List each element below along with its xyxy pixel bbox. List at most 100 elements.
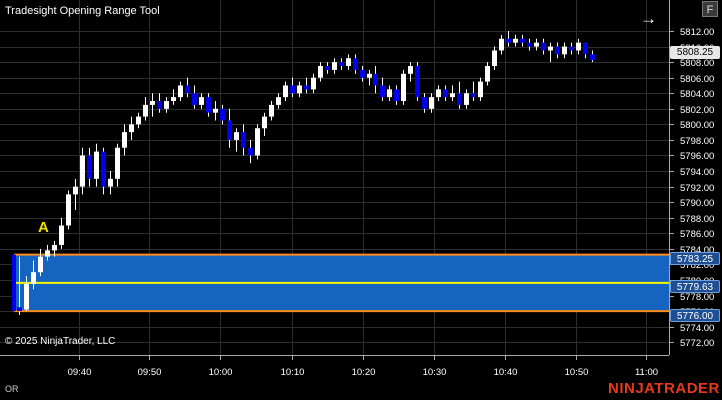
candle-body (311, 77, 316, 90)
candle-body (178, 85, 183, 98)
candle-body (401, 73, 406, 102)
price-tick-label: 5812.00 (680, 27, 714, 38)
candle-body (143, 104, 148, 117)
candle-body (394, 89, 399, 102)
candle-body (457, 93, 462, 105)
scroll-right-arrow-icon[interactable]: → (640, 9, 657, 28)
candle-body (562, 46, 567, 55)
candle-body (136, 116, 141, 125)
candle-body (527, 42, 532, 47)
time-tick-label: 10:50 (565, 367, 589, 378)
candle-body (360, 69, 365, 78)
candle-body (297, 85, 302, 94)
price-tick-label: 5792.00 (680, 183, 714, 194)
candle-body (464, 93, 469, 105)
candle-body (443, 89, 448, 98)
candle-body (269, 104, 274, 117)
candle-body (94, 151, 99, 179)
candle-body (17, 307, 22, 312)
candle-body (171, 97, 176, 102)
or-high-badge: 5783.25 (670, 252, 720, 265)
candle-body (192, 93, 197, 105)
candle-body (213, 108, 218, 113)
candle-body (353, 58, 358, 70)
candle-body (485, 66, 490, 82)
candle-body (234, 132, 239, 140)
candle-body (80, 155, 85, 187)
candle-body (38, 256, 43, 273)
candle-body (478, 81, 483, 98)
time-tick-label: 10:40 (494, 367, 518, 378)
candle-body (408, 66, 413, 74)
candle-body (101, 151, 106, 187)
candle-body (541, 42, 546, 51)
candle-body (520, 38, 525, 43)
candle-body (255, 128, 260, 156)
candle-body (129, 124, 134, 133)
chart-title: Tradesight Opening Range Tool (5, 5, 160, 17)
price-tick-label: 5806.00 (680, 74, 714, 85)
candle-body (590, 54, 595, 61)
candle-body (59, 225, 64, 245)
candle-body (31, 272, 36, 284)
candle-body (122, 132, 127, 148)
or-low-badge: 5776.00 (670, 309, 720, 322)
price-tick-label: 5782.00 (680, 260, 714, 271)
opening-range-box[interactable] (12, 253, 669, 313)
candle-body (380, 85, 385, 98)
ninjatrader-logo: NINJATRADER (608, 380, 720, 397)
candle-body (471, 93, 476, 98)
candle-body (548, 46, 553, 51)
price-tick-label: 5800.00 (680, 120, 714, 131)
candle-body (555, 46, 560, 55)
candle-body (290, 85, 295, 94)
price-tick-label: 5802.00 (680, 105, 714, 116)
candle-body (339, 62, 344, 67)
candle-body (24, 283, 29, 310)
candle-body (283, 85, 288, 98)
candle-body (429, 97, 434, 109)
price-tick-label: 5808.00 (680, 58, 714, 69)
candle-body (276, 97, 281, 105)
copyright-text: © 2025 NinjaTrader, LLC (5, 336, 116, 347)
candle-body (576, 42, 581, 51)
candle-body (164, 101, 169, 109)
time-tick-label: 11:00 (635, 367, 658, 378)
candle-body (492, 50, 497, 67)
time-tick-label: 09:40 (68, 367, 92, 378)
time-tick-label: 10:00 (209, 367, 233, 378)
candle-body (367, 73, 372, 78)
price-tick-label: 5778.00 (680, 292, 714, 303)
time-tick-label: 10:20 (352, 367, 376, 378)
candle-body (436, 89, 441, 98)
price-tick-label: 5796.00 (680, 151, 714, 162)
price-tick-label: 5798.00 (680, 136, 714, 147)
candle-body (422, 97, 427, 109)
candle-body (185, 85, 190, 94)
price-tick-label: 5788.00 (680, 214, 714, 225)
candle-body (206, 97, 211, 113)
candlestick-series (17, 31, 595, 315)
candle-body (73, 186, 78, 195)
price-tick-label: 5772.00 (680, 338, 714, 349)
opening-range-start-bar (12, 254, 16, 312)
time-axis[interactable]: 09:40 09:50 10:00 10:10 10:20 10:30 10:40 10:50… (68, 355, 658, 378)
candle-body (87, 155, 92, 179)
candle-body (227, 120, 232, 140)
price-tick-label: 5784.00 (680, 245, 714, 256)
price-tick-label: 5804.00 (680, 89, 714, 100)
marker-a-label: A (38, 219, 49, 236)
candle-body (318, 66, 323, 78)
candle-body (499, 38, 504, 51)
price-tick-label: 5786.00 (680, 229, 714, 240)
candle-body (373, 73, 378, 86)
f-button[interactable]: F (702, 1, 718, 17)
candle-body (450, 93, 455, 98)
price-tick-label: 5790.00 (680, 198, 714, 209)
candle-body (108, 178, 113, 187)
candle-body (220, 108, 225, 121)
candle-body (415, 66, 420, 98)
candle-body (304, 85, 309, 90)
